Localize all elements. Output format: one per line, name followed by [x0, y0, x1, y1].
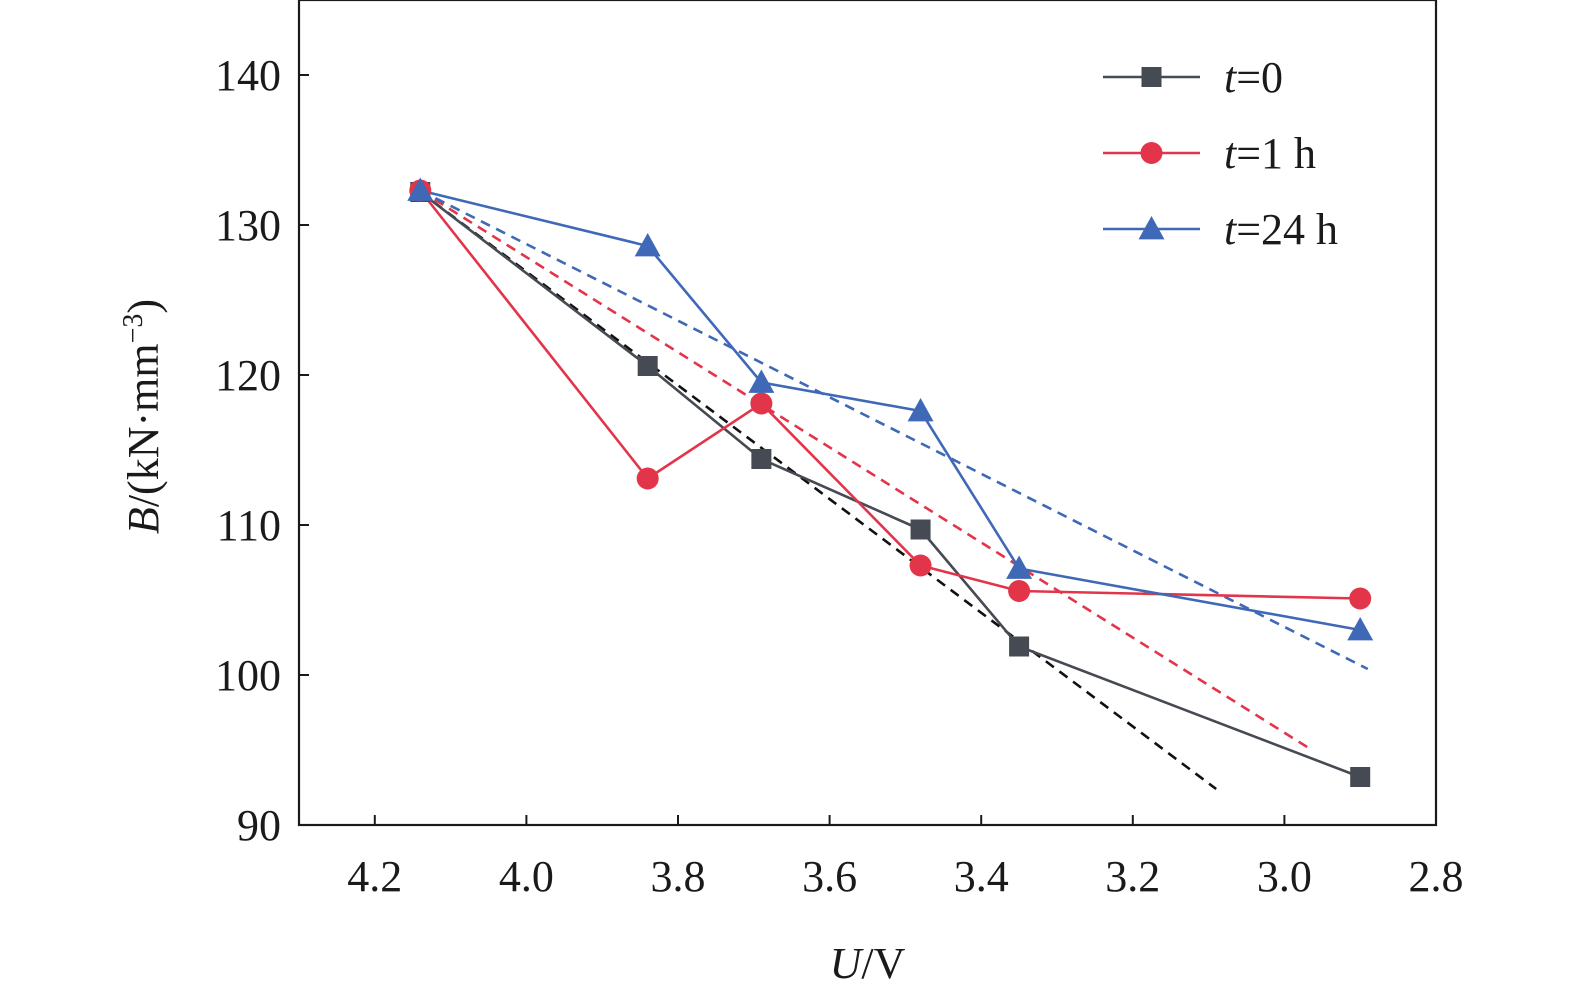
- legend: t=0t=1 ht=24 h: [1103, 53, 1338, 254]
- x-tick-label: 2.8: [1409, 852, 1464, 901]
- series-markers: [407, 177, 1374, 787]
- x-tick-label: 3.4: [954, 852, 1009, 901]
- y-tick-label: 100: [215, 651, 281, 700]
- legend-label-value: =24 h: [1236, 205, 1338, 254]
- legend-label-var: t: [1224, 205, 1238, 254]
- series-line-3: [419, 189, 1361, 632]
- fit-line: [419, 189, 1369, 671]
- x-tick-label: 3.8: [651, 852, 706, 901]
- fit-line: [419, 190, 1217, 791]
- y-tick-label: 120: [215, 351, 281, 400]
- legend-label: t=24 h: [1224, 205, 1338, 254]
- legend-label: t=1 h: [1224, 129, 1316, 178]
- legend-marker: [1138, 216, 1165, 240]
- x-axis-var: U: [830, 939, 865, 988]
- legend-label-value: =0: [1236, 53, 1283, 102]
- series-line-1: [419, 190, 1361, 779]
- data-point: [1347, 617, 1374, 641]
- axis-ticks: [299, 74, 1437, 826]
- y-axis-title: B/(kN·mm−3): [118, 299, 168, 534]
- data-point: [1009, 636, 1030, 657]
- legend-label-var: t: [1224, 53, 1238, 102]
- data-point: [910, 519, 931, 540]
- y-axis-unit-close: ): [119, 299, 168, 314]
- data-point: [1350, 767, 1371, 787]
- legend-marker: [1140, 142, 1163, 164]
- legend-marker: [1141, 67, 1162, 87]
- series-lines: [419, 189, 1361, 779]
- data-point: [637, 356, 658, 376]
- legend-label: t=0: [1224, 53, 1283, 102]
- y-tick-label: 90: [237, 801, 281, 850]
- y-tick-label: 130: [215, 201, 281, 250]
- data-point: [1349, 587, 1372, 610]
- series-line-2: [419, 189, 1361, 600]
- data-point: [1008, 580, 1031, 602]
- data-point: [751, 449, 772, 469]
- y-tick-label: 110: [217, 501, 281, 550]
- plot-frame: [297, 0, 1438, 827]
- y-axis-unit-exponent: −3: [118, 314, 149, 344]
- y-axis-unit: /(kN·mm: [119, 343, 168, 507]
- data-point: [1006, 555, 1033, 579]
- data-point: [634, 233, 661, 257]
- data-point: [750, 392, 773, 415]
- x-tick-label: 3.0: [1257, 852, 1312, 901]
- y-axis-var: B: [119, 507, 168, 534]
- data-point: [748, 369, 775, 393]
- x-tick-label: 4.2: [347, 852, 402, 901]
- x-axis-unit: /V: [861, 939, 905, 988]
- data-point: [407, 177, 434, 201]
- y-tick-label: 140: [215, 51, 281, 100]
- data-point: [909, 554, 932, 577]
- legend-label-var: t: [1224, 129, 1238, 178]
- x-tick-label: 4.0: [499, 852, 554, 901]
- fit-lines: [419, 189, 1369, 791]
- axis-tick-labels: 4.2 4.0 3.8 3.6 3.4 3.2 3.0 2.8 90 100 110 120 130 14…: [215, 51, 1464, 901]
- data-point: [636, 467, 659, 490]
- data-point: [907, 398, 934, 422]
- legend-label-value: =1 h: [1236, 129, 1316, 178]
- x-tick-label: 3.2: [1105, 852, 1160, 901]
- x-axis-title: U/V: [830, 939, 906, 988]
- fit-line: [419, 189, 1308, 749]
- x-tick-label: 3.6: [802, 852, 857, 901]
